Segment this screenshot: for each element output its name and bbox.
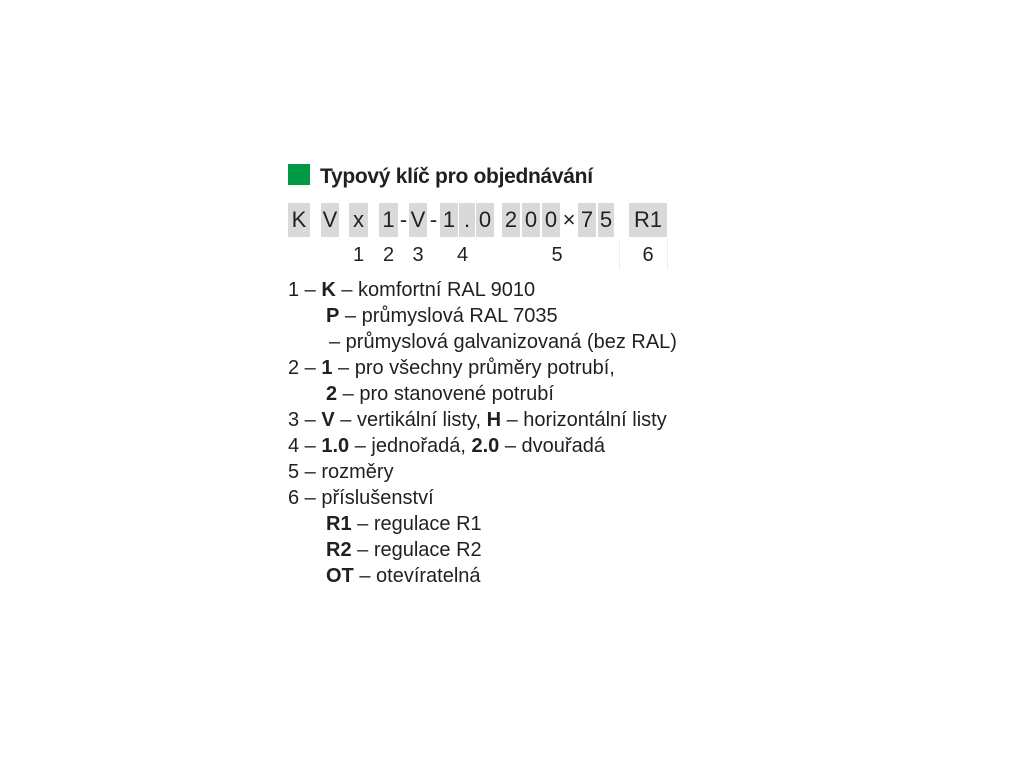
legend-item: OT – otevíratelná xyxy=(326,563,481,589)
legend-text: 6 – příslušenství xyxy=(288,487,434,509)
code-char: 7 xyxy=(578,203,596,237)
legend-code: V xyxy=(321,409,335,431)
legend-text: 2 – xyxy=(288,357,322,379)
index-label: 5 xyxy=(551,244,563,266)
legend-code: P xyxy=(326,305,340,327)
legend-code: R1 xyxy=(326,513,352,535)
divider xyxy=(619,240,620,270)
code-char: × xyxy=(562,207,576,232)
divider xyxy=(667,240,668,270)
legend-text: – jednořadá, xyxy=(349,435,472,457)
legend-text: 5 – rozměry xyxy=(288,461,394,483)
legend-text: – otevíratelná xyxy=(353,565,481,587)
code-char: K xyxy=(288,203,310,237)
legend-text: 4 – xyxy=(288,435,322,457)
legend-code: 1 xyxy=(321,357,333,379)
legend-text: – průmyslová RAL 7035 xyxy=(339,305,558,327)
code-char: 1 xyxy=(440,203,458,237)
index-label: 3 xyxy=(412,244,424,266)
legend-text: – regulace R1 xyxy=(351,513,482,535)
legend-item: 6 – příslušenství xyxy=(288,485,434,511)
legend-code: 1.0 xyxy=(321,435,350,457)
code-char: x xyxy=(349,203,368,237)
code-char: 1 xyxy=(379,203,398,237)
legend-item: 2 – pro stanovené potrubí xyxy=(326,381,554,407)
legend-code: 2 xyxy=(326,383,338,405)
legend-text: – pro všechny průměry potrubí, xyxy=(332,357,615,379)
legend-text: – dvouřadá xyxy=(499,435,605,457)
index-label: 4 xyxy=(456,244,469,266)
code-char: V xyxy=(409,203,427,237)
legend-item: – průmyslová galvanizovaná (bez RAL) xyxy=(329,329,677,355)
legend-item: R1 – regulace R1 xyxy=(326,511,482,537)
code-char: V xyxy=(321,203,339,237)
legend-text: – průmyslová galvanizovaná (bez RAL) xyxy=(329,331,677,353)
code-char: - xyxy=(429,207,438,232)
legend-code: 2.0 xyxy=(471,435,500,457)
legend-item: 1 – K – komfortní RAL 9010 xyxy=(288,277,535,303)
code-char: 0 xyxy=(542,203,560,237)
legend-text: – horizontální listy xyxy=(501,409,667,431)
code-char: . xyxy=(459,203,475,237)
code-char: R1 xyxy=(629,203,667,237)
legend-code: K xyxy=(321,279,336,301)
section-title: Typový klíč pro objednávání xyxy=(320,165,593,188)
legend-item: 5 – rozměry xyxy=(288,459,394,485)
legend-code: R2 xyxy=(326,539,352,561)
legend-item: 3 – V – vertikální listy, H – horizontál… xyxy=(288,407,667,433)
legend-item: R2 – regulace R2 xyxy=(326,537,482,563)
legend-text: – regulace R2 xyxy=(351,539,482,561)
index-label: 2 xyxy=(382,244,395,266)
legend-text: – vertikální listy, xyxy=(334,409,487,431)
green-square-icon xyxy=(288,164,310,185)
legend-item: 4 – 1.0 – jednořadá, 2.0 – dvouřadá xyxy=(288,433,605,459)
code-char: 0 xyxy=(522,203,540,237)
legend-code: H xyxy=(486,409,502,431)
legend-text: – komfortní RAL 9010 xyxy=(335,279,536,301)
code-char: 0 xyxy=(476,203,494,237)
legend-text: – pro stanovené potrubí xyxy=(337,383,554,405)
code-char: - xyxy=(399,207,408,232)
legend-code: OT xyxy=(326,565,354,587)
legend-text: 3 – xyxy=(288,409,322,431)
code-char: 5 xyxy=(598,203,614,237)
legend-item: 2 – 1 – pro všechny průměry potrubí, xyxy=(288,355,615,381)
index-label: 1 xyxy=(352,244,365,266)
legend-text: 1 – xyxy=(288,279,322,301)
index-label: 6 xyxy=(642,244,654,266)
code-char: 2 xyxy=(502,203,520,237)
legend-item: P – průmyslová RAL 7035 xyxy=(326,303,558,329)
